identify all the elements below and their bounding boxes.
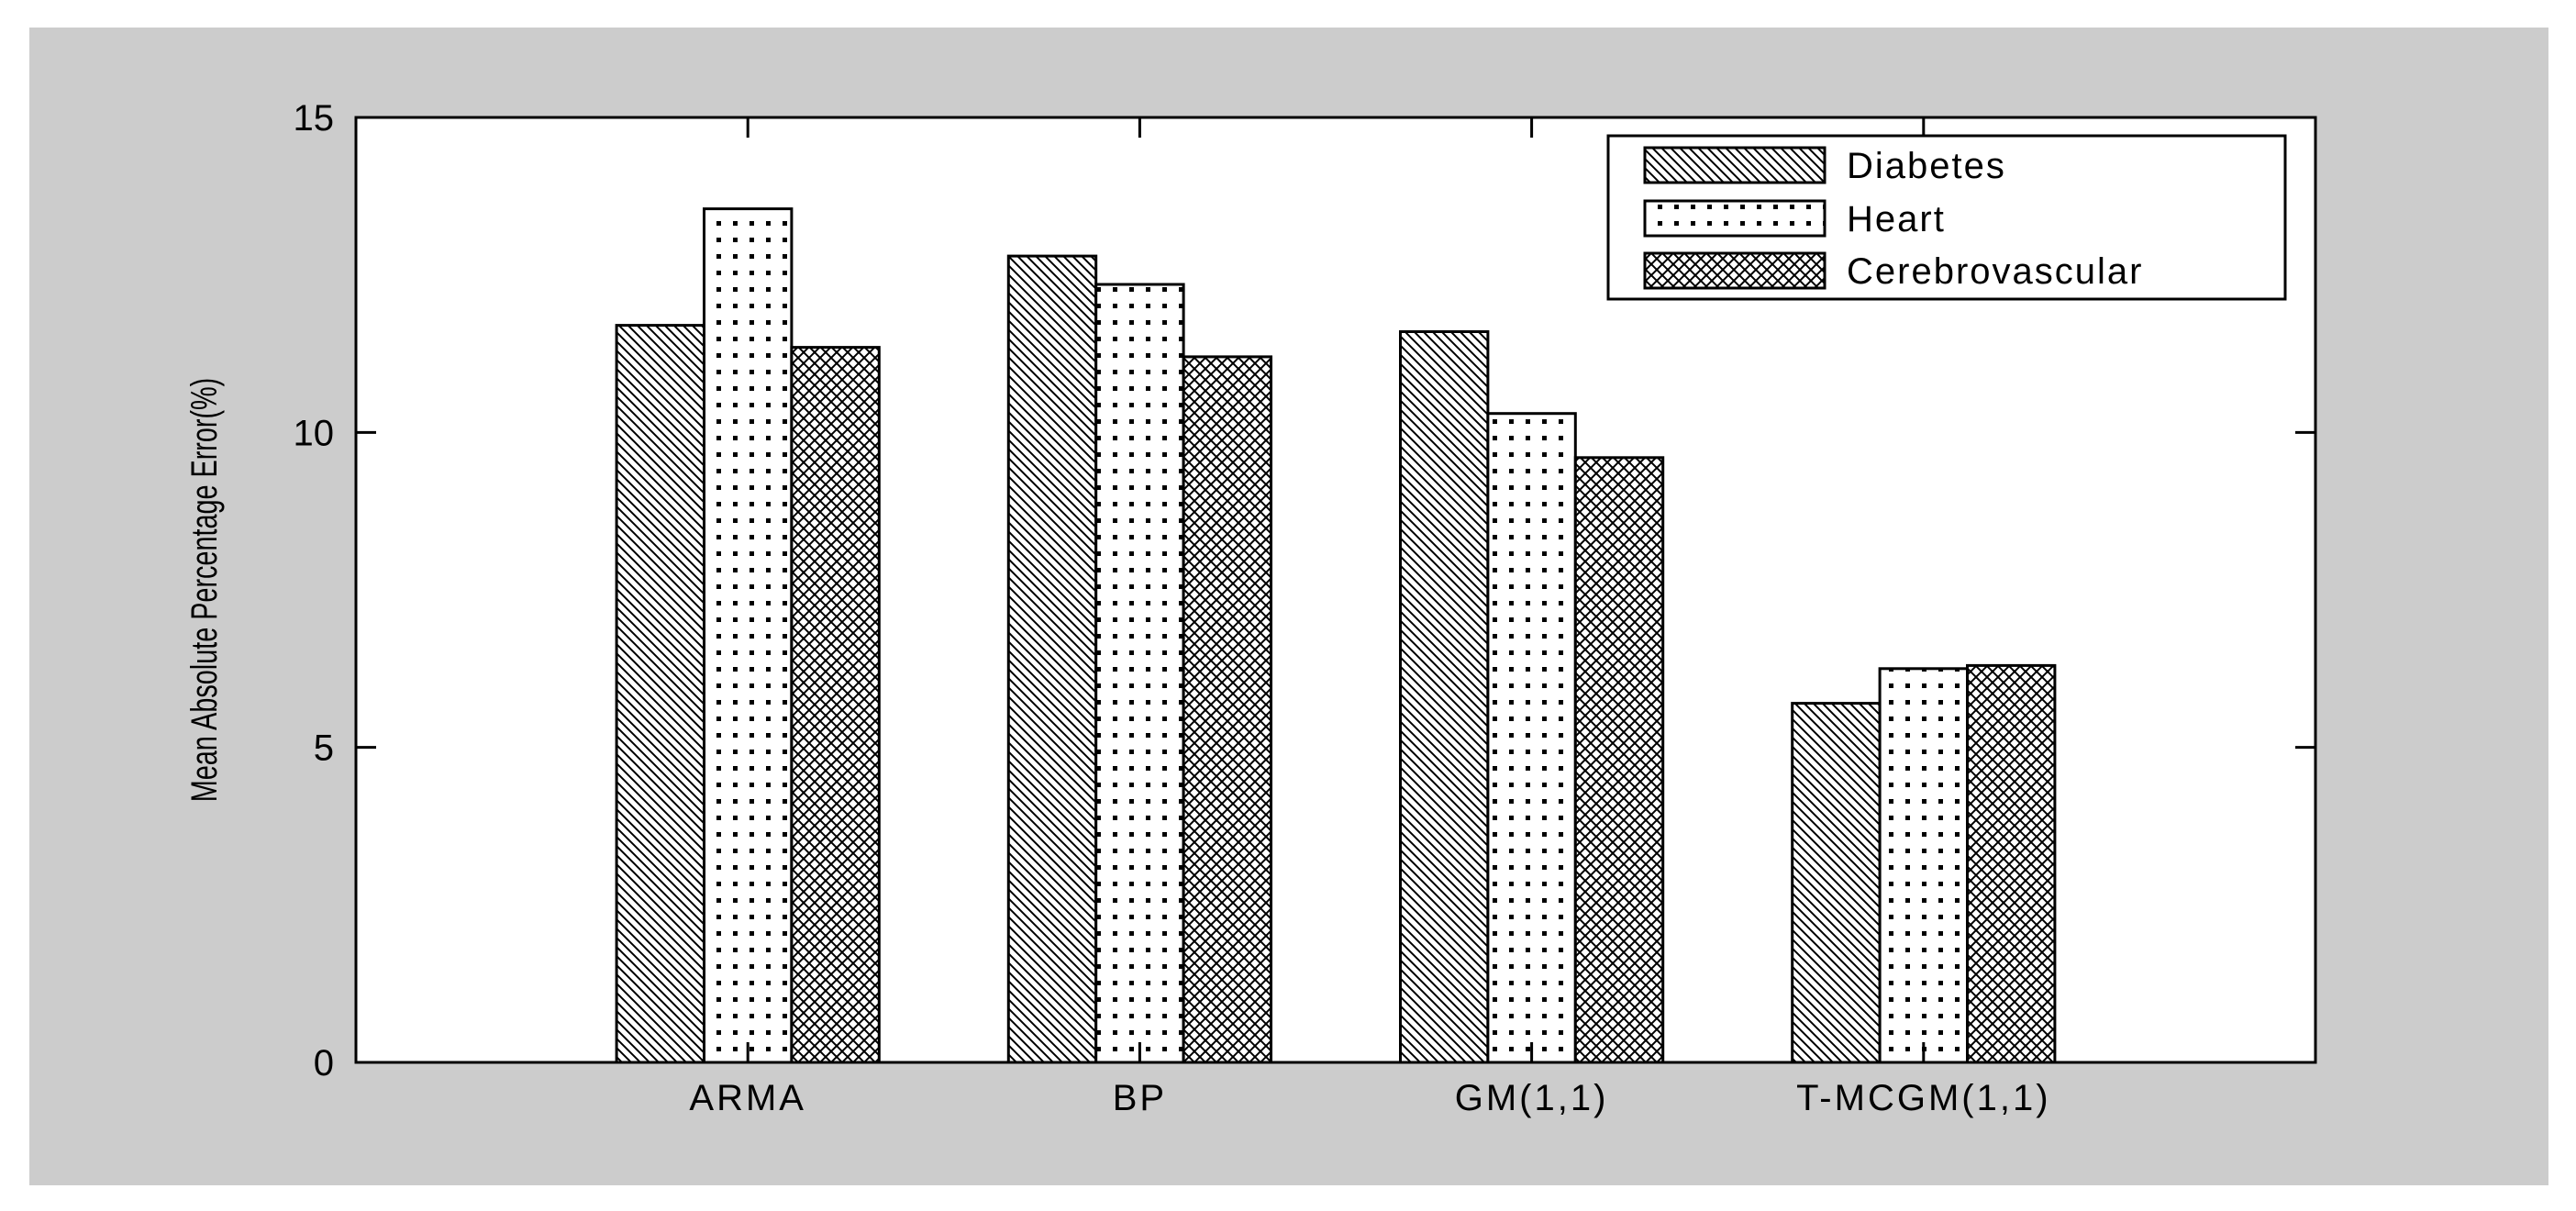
y-tick-label: 0: [314, 1043, 334, 1083]
bar-gm-1-1-diabetes: [1399, 330, 1490, 1064]
legend-label-diabetes: Diabetes: [1847, 146, 2006, 186]
bar-t-mcgm-1-1-heart: [1878, 667, 1970, 1064]
bar-arma-cerebrovascular: [790, 346, 881, 1064]
legend-item-diabetes: Diabetes: [1643, 146, 2006, 186]
y-tick-label: 15: [294, 98, 335, 139]
bar-bp-diabetes: [1006, 254, 1098, 1064]
x-tick-label-t-mcgm-1-1: T-MCGM(1,1): [1796, 1078, 2050, 1118]
legend-label-cerebrovascular: Cerebrovascular: [1847, 251, 2143, 292]
legend: Diabetes Heart Cerebrovascular: [1606, 134, 2287, 301]
y-tick-label: 5: [314, 728, 334, 769]
x-tick-label-gm-1-1: GM(1,1): [1455, 1078, 1609, 1118]
legend-item-heart: Heart: [1643, 199, 1946, 239]
legend-swatch-diabetes: [1643, 146, 1827, 184]
bar-t-mcgm-1-1-cerebrovascular: [1966, 663, 2057, 1064]
bar-bp-heart: [1094, 283, 1185, 1064]
bar-t-mcgm-1-1-diabetes: [1791, 702, 1882, 1064]
bar-bp-cerebrovascular: [1182, 355, 1272, 1064]
bar-gm-1-1-cerebrovascular: [1573, 456, 1665, 1064]
legend-swatch-cerebrovascular: [1643, 251, 1827, 290]
legend-label-heart: Heart: [1847, 199, 1946, 239]
axes-layer: 0 5 10 15 ARMA BP GM(1,1) T-MCGM(1,1): [294, 98, 2315, 1118]
legend-swatch-heart: [1643, 199, 1827, 238]
y-axis-label: Mean Absolute Percentage Error(%): [183, 378, 225, 803]
y-tick-label: 10: [294, 413, 335, 453]
bar-arma-diabetes: [615, 324, 705, 1064]
x-tick-label-arma: ARMA: [689, 1078, 806, 1118]
bars-layer: [615, 207, 2057, 1064]
legend-item-cerebrovascular: Cerebrovascular: [1643, 251, 2143, 292]
x-tick-label-bp: BP: [1113, 1078, 1167, 1118]
bar-arma-heart: [703, 207, 794, 1064]
bar-gm-1-1-heart: [1486, 412, 1577, 1064]
